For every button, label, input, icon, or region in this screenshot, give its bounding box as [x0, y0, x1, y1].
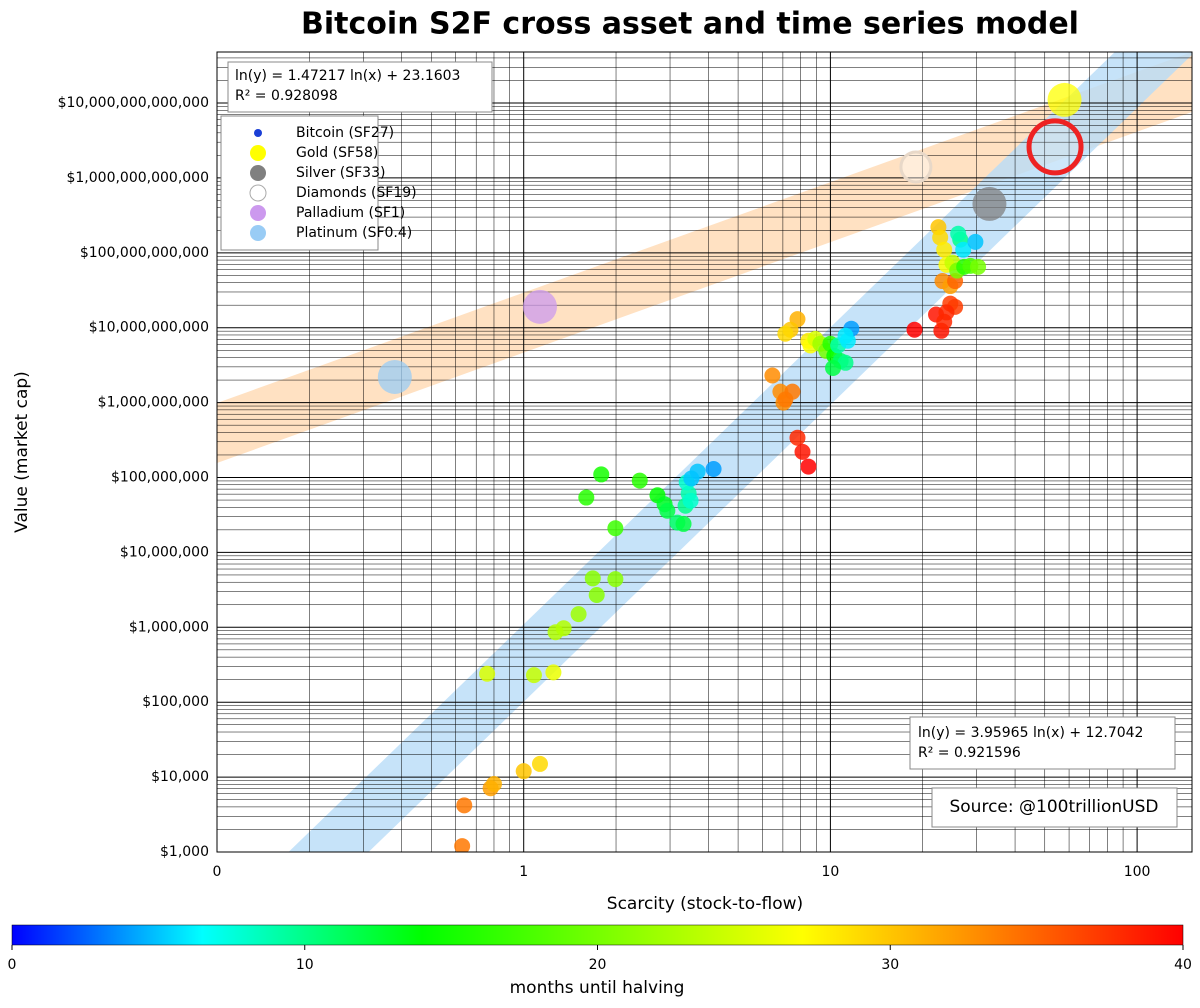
annotations: ln(y) = 1.47217 ln(x) + 23.1603 R² = 0.92… — [227, 61, 1178, 828]
points — [377, 82, 1084, 852]
chart-title: Bitcoin S2F cross asset and time series … — [301, 7, 1079, 42]
annotation-text: Source: @100trillionUSD — [949, 797, 1158, 817]
bitcoin-point — [588, 586, 605, 603]
y-tick-label: $10,000,000,000,000 — [58, 95, 209, 111]
legend-marker — [254, 129, 262, 137]
bitcoin-point — [936, 241, 953, 258]
bitcoin-point — [454, 838, 471, 852]
legend: Bitcoin (SF27) Gold (SF58) Silver (SF33) Di… — [220, 115, 417, 251]
bitcoin-point — [932, 229, 949, 246]
bitcoin-point — [485, 775, 502, 792]
legend-marker — [250, 145, 266, 161]
y-tick-label: $10,000,000,000 — [89, 320, 209, 336]
bitcoin-point — [570, 606, 587, 623]
y-axis-label: Value (market cap) — [12, 371, 32, 533]
legend-marker — [250, 165, 266, 181]
asset-point — [377, 359, 412, 394]
y-tick-label: $1,000 — [160, 844, 209, 860]
annotation-text: ln(y) = 3.95965 ln(x) + 12.7042 — [918, 725, 1143, 741]
bitcoin-point — [764, 367, 781, 384]
bitcoin-point — [659, 502, 676, 519]
bitcoin-point — [515, 763, 532, 780]
legend-marker — [250, 225, 266, 241]
bitcoin-point — [970, 258, 987, 275]
y-tick-label: $1,000,000,000 — [98, 395, 209, 411]
bitcoin-point — [456, 797, 473, 814]
asset-point — [522, 289, 557, 324]
bitcoin-point — [607, 520, 624, 537]
bitcoin-point — [906, 321, 923, 338]
bitcoin-point — [531, 755, 548, 772]
asset-fit-band — [217, 52, 1192, 463]
annotation-box — [227, 61, 493, 113]
colorbar-tick-label: 20 — [589, 957, 607, 973]
legend-box — [220, 115, 379, 251]
y-tick-label: $1,000,000 — [129, 619, 209, 635]
bitcoin-point — [777, 391, 794, 408]
bitcoin-point — [938, 304, 955, 321]
legend-label: Silver (SF33) — [296, 165, 385, 181]
y-tick-label: $10,000,000 — [120, 544, 209, 560]
annotation-box — [931, 787, 1178, 828]
y-tick-label: $1,000,000,000,000 — [66, 170, 209, 186]
bitcoin-point — [950, 225, 967, 242]
colorbar: months until halving 0 10 20 30 40 — [8, 924, 1192, 998]
bitcoin-point — [794, 443, 811, 460]
bitcoin-point — [825, 359, 842, 376]
legend-label: Diamonds (SF19) — [296, 185, 417, 201]
x-tick-label: 0 — [213, 864, 222, 880]
bitcoin-point — [545, 664, 562, 681]
y-tick-label: $100,000,000,000 — [80, 245, 209, 261]
legend-label: Palladium (SF1) — [296, 205, 405, 221]
bitcoin-point — [705, 460, 722, 477]
bitcoin-point — [682, 492, 699, 509]
colorbar-gradient — [11, 924, 1184, 946]
y-tick-label: $100,000,000 — [111, 470, 209, 486]
bitcoin-point — [607, 571, 624, 588]
bitcoin-point — [837, 327, 854, 344]
bitcoin-point — [689, 463, 706, 480]
colorbar-tick-label: 10 — [296, 957, 314, 973]
legend-marker — [250, 205, 266, 221]
y-tick-label: $100,000 — [142, 694, 209, 710]
asset-point — [1047, 82, 1082, 117]
legend-label: Bitcoin (SF27) — [296, 125, 394, 141]
bitcoin-point — [593, 466, 610, 483]
asset-point — [972, 186, 1007, 221]
bitcoin-point — [967, 233, 984, 250]
bitcoin-point — [578, 489, 595, 506]
annotation-text: R² = 0.921596 — [918, 745, 1021, 761]
x-tick-label: 1 — [519, 864, 528, 880]
bitcoin-point — [479, 665, 496, 682]
annotation-box — [909, 716, 1176, 770]
legend-label: Gold (SF58) — [296, 145, 378, 161]
plot-frame — [216, 51, 1193, 853]
y-tick-label: $10,000 — [151, 769, 209, 785]
bitcoin-point — [955, 241, 972, 258]
asset-point — [1026, 118, 1084, 176]
bitcoin-point — [800, 458, 817, 475]
bitcoin-point — [555, 620, 572, 637]
colorbar-tick-label: 0 — [8, 957, 17, 973]
legend-marker — [249, 184, 267, 202]
x-axis-label: Scarcity (stock-to-flow) — [607, 894, 803, 914]
bitcoin-point — [837, 354, 854, 371]
x-tick-label: 100 — [1124, 864, 1151, 880]
colorbar-tick-label: 30 — [881, 957, 899, 973]
bitcoin-point — [675, 515, 692, 532]
x-tick-label: 10 — [821, 864, 839, 880]
bitcoin-point — [631, 472, 648, 489]
bitcoin-point — [789, 429, 806, 446]
bitcoin-point — [584, 570, 601, 587]
legend-label: Platinum (SF0.4) — [296, 225, 412, 241]
colorbar-label: months until halving — [510, 978, 685, 998]
colorbar-tick-label: 40 — [1174, 957, 1192, 973]
asset-point — [899, 150, 933, 184]
bitcoin-point — [525, 667, 542, 684]
bitcoin-point — [777, 325, 794, 342]
annotation-text: R² = 0.928098 — [235, 88, 338, 104]
annotation-text: ln(y) = 1.47217 ln(x) + 23.1603 — [235, 68, 460, 84]
